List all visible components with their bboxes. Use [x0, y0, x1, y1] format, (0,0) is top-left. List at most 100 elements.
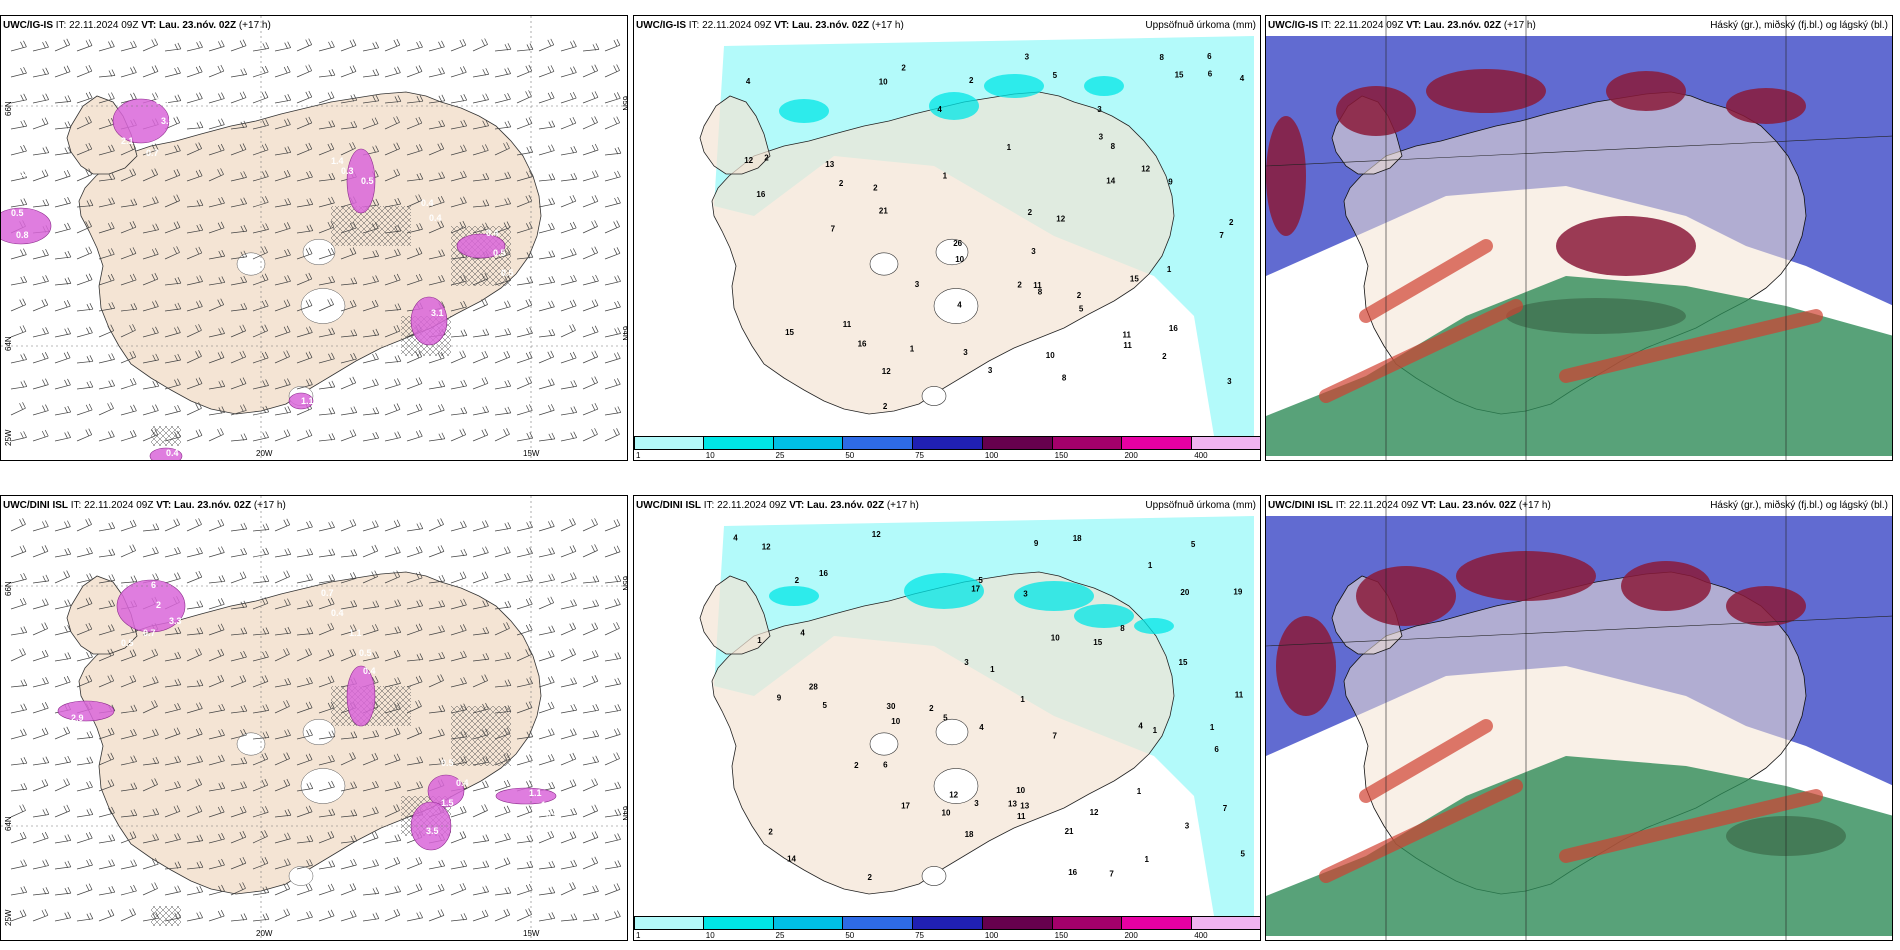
rate-value: 0.5	[39, 240, 52, 250]
header-vt-label: VT:	[156, 500, 172, 511]
rate-value: 0.5	[501, 268, 514, 278]
rate-value: 0.5	[493, 248, 506, 258]
colorbar-swatch	[913, 436, 983, 450]
precip-value: 5	[823, 701, 828, 710]
lat-label: 66N	[4, 101, 13, 116]
header-lead: (+17 h)	[253, 500, 286, 511]
rate-value: 1.4	[541, 800, 554, 810]
colorbar-swatch	[1192, 916, 1260, 930]
colorbar-swatch	[773, 916, 844, 930]
rate-value: 0.7	[146, 148, 159, 158]
precip-value: 2	[854, 761, 859, 770]
precip-value: 30	[887, 702, 896, 711]
colorbar-swatch	[843, 436, 914, 450]
colorbar-frame	[634, 436, 1260, 450]
colorbar-tick: 150	[1054, 931, 1069, 940]
colorbar-tick: 400	[1194, 931, 1208, 940]
header-vt: Lau. 23.nóv. 02Z	[807, 500, 885, 511]
precip-value: 7	[1109, 870, 1114, 879]
header-it: IT: 22.11.2024 09Z	[1320, 20, 1404, 31]
precip-mod-area	[1014, 581, 1094, 611]
panel-header: UWC/DINI ISL IT: 22.11.2024 09Z VT: Lau.…	[1268, 500, 1551, 511]
precip-value: 10	[955, 255, 964, 264]
glacier	[921, 386, 947, 406]
glacier	[933, 288, 979, 324]
precip-value: 11	[1235, 690, 1244, 699]
header-it: IT: 22.11.2024 09Z	[703, 500, 787, 511]
precip-value: 13	[1008, 800, 1017, 809]
precip-value: 28	[809, 682, 818, 691]
glacier	[869, 252, 899, 276]
precip-value: 1	[1210, 723, 1215, 732]
colorbar-swatch	[1052, 436, 1123, 450]
precip-value: 2	[764, 154, 769, 163]
mid-cloud	[1336, 86, 1416, 136]
wind-barbs	[10, 518, 627, 922]
rate-value: 0.6	[446, 843, 459, 853]
rate-value: 1.1	[301, 396, 314, 406]
precip-value: 20	[1180, 588, 1189, 597]
precip-value: 11	[1123, 341, 1132, 350]
precip-value: 3	[1099, 133, 1104, 142]
precip-value: 15	[1093, 638, 1102, 647]
westfjords-land	[699, 95, 771, 175]
precip-value: 3	[1097, 105, 1102, 114]
precip-value: 3	[1227, 377, 1232, 386]
mid-cloud	[1556, 216, 1696, 276]
colorbar-swatch	[773, 436, 844, 450]
colorbar-tick: 50	[845, 931, 855, 940]
colorbar-swatch	[703, 916, 774, 930]
header-vt-label: VT:	[789, 500, 805, 511]
precip-value: 5	[1079, 305, 1084, 314]
lat-label-right: 64N	[621, 326, 628, 341]
precip-value: 8	[1111, 142, 1116, 151]
glacier	[300, 288, 346, 324]
precip-rate-area	[410, 296, 448, 346]
precip-rate-area	[346, 148, 376, 214]
precip-mod-area	[1074, 604, 1134, 628]
rate-value: 0.5	[441, 758, 454, 768]
precip-rate-area	[495, 787, 557, 805]
colorbar-swatch	[843, 916, 914, 930]
precip-value: 1	[1007, 143, 1012, 152]
header-vt-label: VT:	[774, 20, 790, 31]
precip-value: 4	[937, 105, 942, 114]
glacier	[300, 768, 346, 804]
colorbar-tick: 400	[1194, 451, 1208, 460]
rate-value: 0.3	[341, 166, 354, 176]
header-vt-label: VT:	[1421, 500, 1437, 511]
precip-mod-area	[769, 586, 819, 606]
cloud-streak	[1319, 779, 1523, 883]
precip-value: 19	[1233, 588, 1242, 597]
precip-value: 3	[915, 280, 920, 289]
precip-rate-area	[112, 98, 170, 144]
precip-value: 3	[1185, 822, 1190, 831]
colorbar: 1 10 25 50 75 100 150 200 400	[634, 916, 1260, 940]
header-vt: Lau. 23.nóv. 02Z	[174, 500, 252, 511]
precip-value: 2	[929, 704, 934, 713]
precip-value: 14	[1106, 176, 1115, 185]
lon-label: 15W	[523, 449, 540, 458]
colorbar-tick: 1	[636, 931, 641, 940]
precip-value: 10	[1046, 351, 1055, 360]
precip-value: 1	[1137, 787, 1142, 796]
rate-value: 0.3	[16, 168, 29, 178]
panel-header: UWC/IG-IS IT: 22.11.2024 09Z VT: Lau. 23…	[3, 20, 271, 31]
precip-value: 9	[1168, 177, 1173, 186]
precip-value: 2	[883, 402, 888, 411]
precip-rate-area	[427, 774, 465, 808]
header-vt: Lau. 23.nóv. 02Z	[1439, 500, 1517, 511]
precip-value: 3	[964, 658, 969, 667]
colorbar: 1 10 25 50 75 100 150 200 400	[634, 436, 1260, 460]
precip-value: 3	[1025, 52, 1030, 61]
precip-value: 14	[787, 854, 796, 863]
precip-value: 4	[733, 534, 738, 543]
graticule	[1266, 615, 1892, 647]
colorbar-tick: 200	[1124, 931, 1138, 940]
graticule	[1266, 135, 1892, 167]
lon-label: 20W	[256, 929, 273, 938]
colorbar-tick: 150	[1054, 451, 1069, 460]
colorbar-tick: 100	[984, 451, 999, 460]
precip-value: 12	[872, 530, 881, 539]
rate-value: 3.6	[156, 96, 169, 106]
